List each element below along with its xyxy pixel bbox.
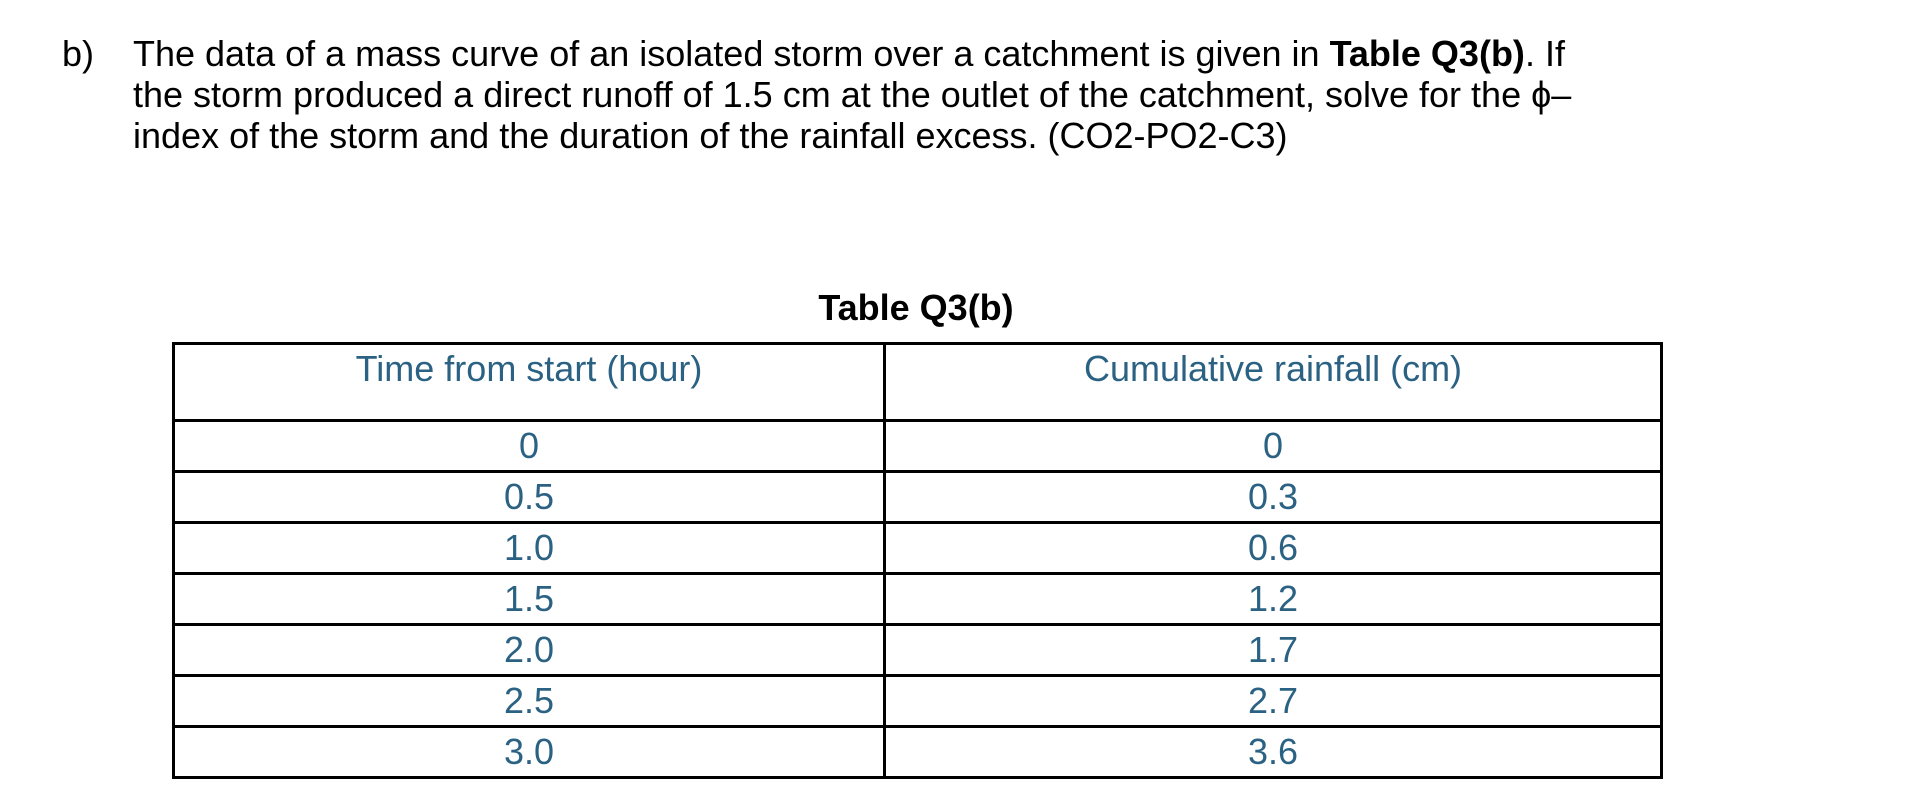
table-cell: 0 <box>172 419 886 473</box>
table-cell: 2.7 <box>883 674 1663 728</box>
question-item-marker: b) <box>62 33 95 74</box>
table-row: 2.0 1.7 <box>172 623 1663 677</box>
table-cell: 0.5 <box>172 470 886 524</box>
table-title: Table Q3(b) <box>818 287 1014 328</box>
question-line-3: index of the storm and the duration of t… <box>133 115 1288 156</box>
table-cell: 1.0 <box>172 521 886 575</box>
col-header-time: Time from start (hour) <box>172 342 886 422</box>
table-cell: 0.6 <box>883 521 1663 575</box>
table-row: 2.5 2.7 <box>172 674 1663 728</box>
table-cell: 0.3 <box>883 470 1663 524</box>
table-row: 3.0 3.6 <box>172 725 1663 779</box>
table-row: 0 0 <box>172 419 1663 473</box>
table-row: 0.5 0.3 <box>172 470 1663 524</box>
table-row: 1.5 1.2 <box>172 572 1663 626</box>
data-table: Time from start (hour) Cumulative rainfa… <box>172 342 1663 779</box>
question-paragraph: b) The data of a mass curve of an isolat… <box>62 33 1862 156</box>
table-cell: 2.0 <box>172 623 886 677</box>
table-cell: 1.7 <box>883 623 1663 677</box>
table-header-row: Time from start (hour) Cumulative rainfa… <box>172 342 1663 422</box>
table-row: 1.0 0.6 <box>172 521 1663 575</box>
table-cell: 1.5 <box>172 572 886 626</box>
table-cell: 1.2 <box>883 572 1663 626</box>
question-line-2: the storm produced a direct runoff of 1.… <box>133 74 1572 115</box>
question-line1-tail: . If <box>1524 33 1565 74</box>
table-cell: 3.0 <box>172 725 886 779</box>
question-line1-text: The data of a mass curve of an isolated … <box>133 33 1330 74</box>
table-body: 0 0 0.5 0.3 1.0 0.6 1.5 1.2 2.0 1.7 2.5 … <box>172 419 1663 779</box>
question-line1-table-ref: Table Q3(b) <box>1329 33 1525 74</box>
table-cell: 0 <box>883 419 1663 473</box>
question-line-1: The data of a mass curve of an isolated … <box>133 33 1862 74</box>
col-header-rainfall: Cumulative rainfall (cm) <box>883 342 1663 422</box>
table-cell: 3.6 <box>883 725 1663 779</box>
table-cell: 2.5 <box>172 674 886 728</box>
